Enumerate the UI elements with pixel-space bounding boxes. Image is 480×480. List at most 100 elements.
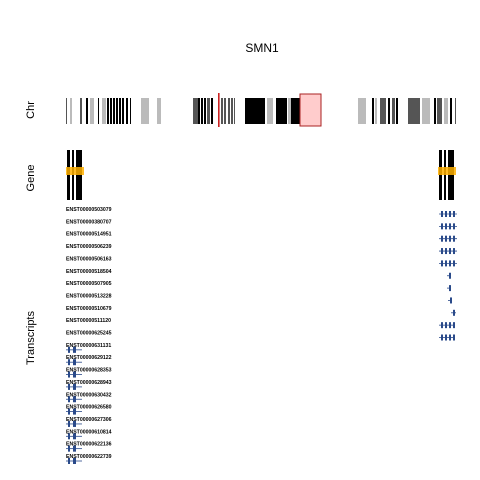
gene-accent-band — [438, 167, 456, 175]
transcript-label: ENST00000628353 — [66, 368, 112, 374]
transcript-exon — [445, 235, 447, 242]
chromosome-band — [434, 98, 436, 124]
transcript-exon — [441, 334, 443, 341]
chromosome-band — [221, 98, 223, 124]
chromosome-band — [392, 98, 395, 124]
chromosome-band — [126, 98, 128, 124]
transcript-exon — [449, 334, 451, 341]
transcript-exon — [449, 322, 451, 329]
transcript-label: ENST00000626580 — [66, 405, 112, 411]
chromosome-band — [119, 98, 121, 124]
transcript-exon — [453, 223, 455, 230]
transcript-exon — [441, 235, 443, 242]
chromosome-band — [198, 98, 200, 124]
transcript-exon — [453, 334, 455, 341]
transcript-exon — [453, 248, 455, 255]
gene-accent-band — [66, 167, 84, 175]
transcript-exon — [453, 309, 455, 316]
chromosome-band — [110, 98, 112, 124]
transcript-exon — [449, 235, 451, 242]
chromosome-band — [122, 98, 124, 124]
chromosome-band — [245, 98, 265, 124]
transcript-exon — [68, 383, 70, 390]
chromosome-band — [70, 98, 72, 124]
gene-track — [66, 150, 456, 200]
transcript-label: ENST00000518504 — [66, 269, 112, 275]
chromosome-band — [267, 98, 273, 124]
chromosome-band — [234, 98, 235, 124]
chromosome-band — [450, 98, 452, 124]
transcript-exon — [445, 223, 447, 230]
chromosome-band — [444, 98, 448, 124]
transcript-label: ENST00000629122 — [66, 355, 112, 361]
chr-track-label: Chr — [25, 101, 37, 119]
chromosome-band — [455, 98, 456, 124]
transcript-exon — [73, 346, 76, 353]
chromosome-band — [380, 98, 386, 124]
chromosome-band — [291, 98, 302, 124]
chromosome-band — [102, 98, 106, 124]
transcript-label: ENST00000622739 — [66, 454, 112, 460]
transcript-exon — [73, 396, 76, 403]
transcript-label: ENST00000507905 — [66, 281, 112, 287]
chromosome-band — [113, 98, 115, 124]
transcript-exon — [73, 371, 76, 378]
transcript-exon — [445, 211, 447, 217]
transcript-label: ENST00000627306 — [66, 417, 112, 423]
transcript-exon — [73, 420, 76, 427]
transcript-label: ENST00000513228 — [66, 293, 112, 299]
transcript-exon — [441, 211, 443, 217]
transcript-exon — [453, 235, 455, 242]
transcript-exon — [453, 211, 455, 217]
chromosome-band — [372, 98, 374, 124]
transcript-label: ENST00000506163 — [66, 256, 112, 262]
transcript-label: ENST00000631131 — [66, 343, 111, 349]
transcript-exon — [73, 458, 76, 464]
transcript-label: ENST00000503079 — [66, 207, 112, 213]
transcript-exon — [449, 285, 451, 292]
transcript-exon — [449, 248, 451, 255]
chromosome-band — [231, 98, 233, 124]
chromosome-band — [422, 98, 430, 124]
transcript-exon — [68, 458, 70, 464]
transcript-exon — [445, 260, 447, 267]
chromosome-band — [201, 98, 203, 124]
chromosome-band — [157, 98, 161, 124]
chromosome-band — [116, 98, 118, 124]
transcript-exon — [73, 433, 76, 440]
chromosome-band — [98, 98, 99, 124]
transcript-label: ENST00000514951 — [66, 232, 112, 238]
transcript-label: ENST00000610814 — [66, 429, 112, 435]
transcript-exon — [450, 297, 452, 304]
chromosome-band — [375, 98, 377, 124]
transcript-exon — [73, 408, 76, 415]
chromosome-band — [90, 98, 94, 124]
chromosome-band — [207, 98, 210, 124]
transcript-exon — [449, 260, 451, 267]
transcript-exon — [73, 359, 76, 366]
transcript-label: ENST00000630432 — [66, 392, 112, 398]
transcript-exon — [441, 223, 443, 230]
transcript-exon — [449, 272, 451, 279]
chromosome-band — [193, 98, 198, 124]
chromosome-band — [211, 98, 213, 124]
transcript-exon — [73, 383, 76, 390]
chromosome-band — [107, 98, 109, 124]
transcript-exon — [449, 211, 451, 217]
chromosome-ideogram — [66, 93, 456, 127]
transcript-label: ENST00000510679 — [66, 306, 112, 312]
transcript-exon — [445, 334, 447, 341]
transcripts-track-label: Transcripts — [25, 311, 37, 365]
chromosome-band — [130, 98, 131, 124]
transcript-exon — [453, 322, 455, 329]
transcript-exon — [441, 248, 443, 255]
transcript-exon — [445, 248, 447, 255]
transcript-exon — [68, 359, 70, 366]
chromosome-band — [66, 98, 67, 124]
transcript-exon — [441, 260, 443, 267]
chromosome-band — [388, 98, 390, 124]
chromosome-band — [141, 98, 149, 124]
chromosome-band — [228, 98, 230, 124]
centromere-marker — [218, 93, 220, 127]
chromosome-band — [224, 98, 226, 124]
